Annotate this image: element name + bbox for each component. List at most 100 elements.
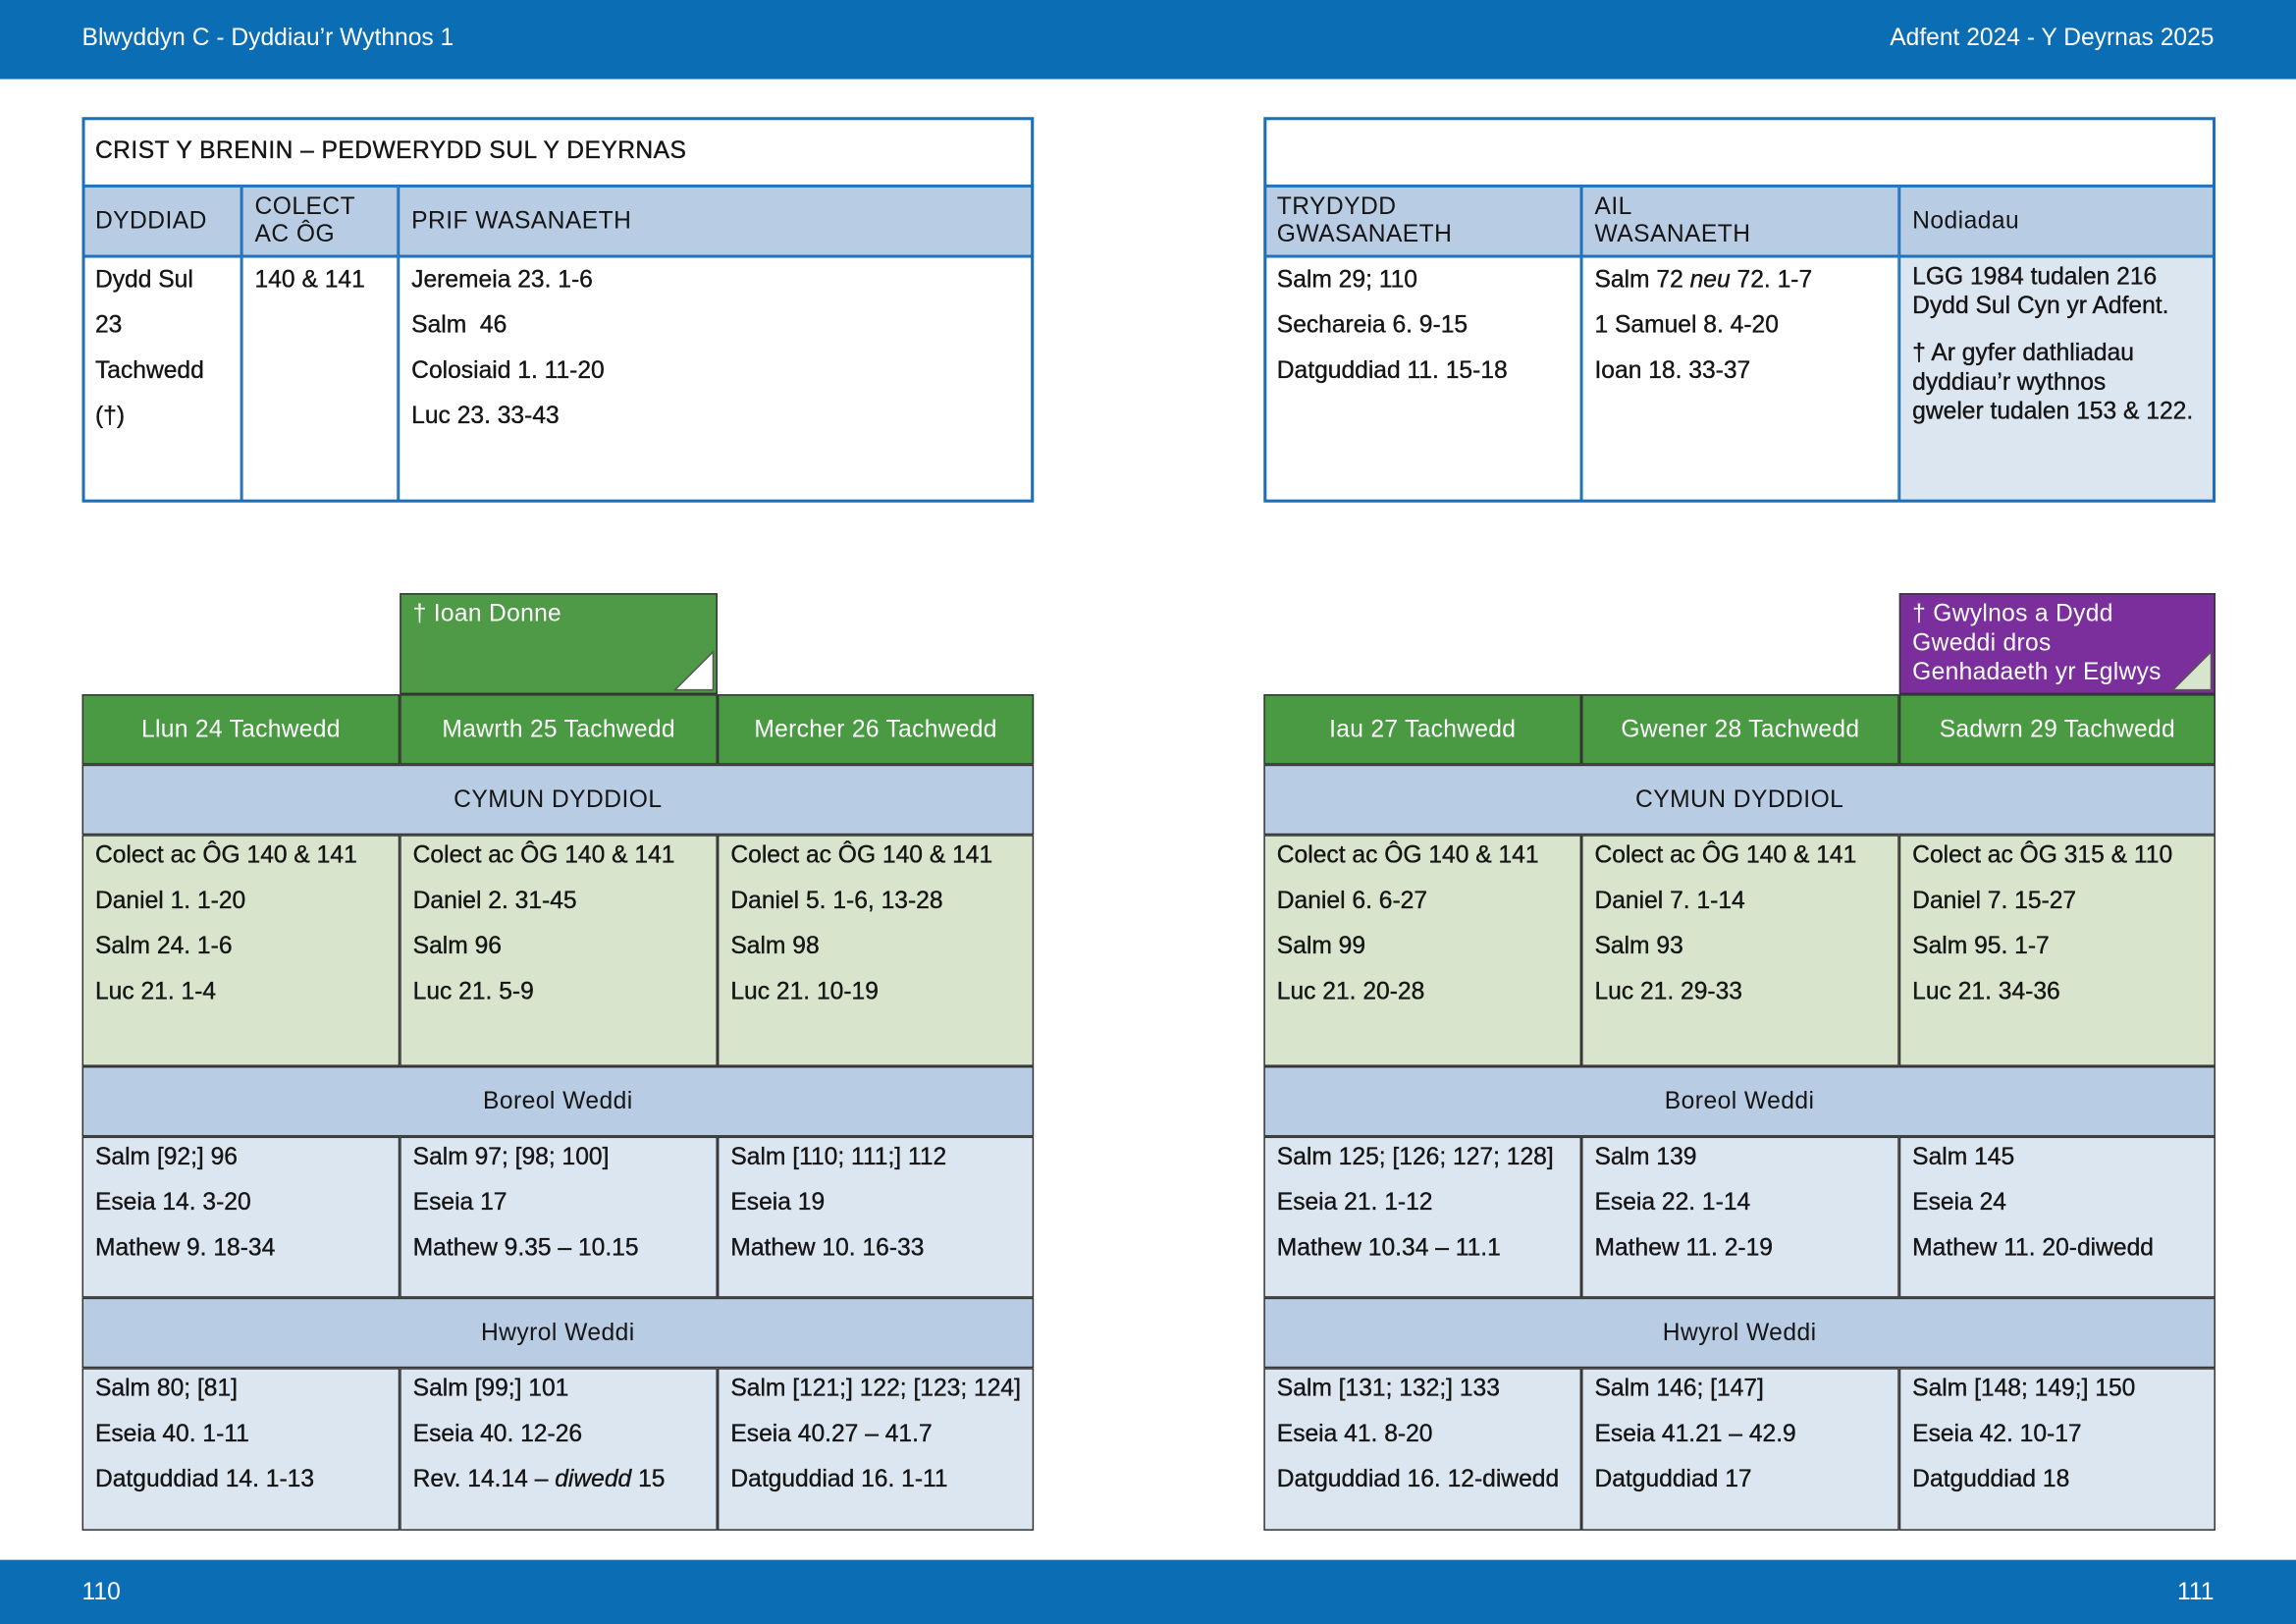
section-band: Boreol Weddi <box>81 1065 1035 1137</box>
reading-cell: Salm [99;] 101 Eseia 40. 12-26 Rev. 14.14 … <box>400 1368 718 1531</box>
reading-cell: Colect ac ÔG 140 & 141 Daniel 7. 1-14 Salm… <box>1581 835 1899 1066</box>
header-right: Adfent 2024 - Y Deyrnas 2025 <box>1890 25 2215 52</box>
text-line: Gweddi dros <box>1912 629 2052 657</box>
text-line: † Ioan Donne <box>412 600 562 627</box>
text-line: Luc 23. 33-43 <box>411 403 560 430</box>
text-line: Salm [131; 132;] 133 <box>1276 1375 1501 1402</box>
text-line: Salm [148; 149;] 150 <box>1912 1375 2136 1402</box>
note-paragraph: † Ar gyfer dathliadau dyddiau’r wythnos gw… <box>1912 339 2202 427</box>
text-line: Luc 21. 5-9 <box>412 978 534 1005</box>
day-header: Mawrth 25 Tachwedd <box>400 694 718 765</box>
reading-cell: Salm 146; [147] Eseia 41.21 – 42.9 Datgudd… <box>1581 1368 1899 1531</box>
day-header: Sadwrn 29 Tachwedd <box>1898 694 2216 765</box>
column-header: Nodiadau <box>1898 186 2216 257</box>
day-name: Gwener 28 Tachwedd <box>1621 715 1860 742</box>
column-header: TRYDYDD GWASANAETH <box>1263 186 1582 257</box>
text-segment: 72. 1-7 <box>1730 266 1813 294</box>
day-name: Mercher 26 Tachwedd <box>754 715 997 742</box>
reading-cell: Salm 145 Eseia 24 Mathew 11. 20-diwedd <box>1898 1136 2216 1298</box>
column-header: DYDDIAD <box>81 186 242 257</box>
text-line: Luc 21. 20-28 <box>1276 978 1425 1005</box>
text-line: Salm 145 <box>1912 1144 2015 1170</box>
reading-cell: Salm [121;] 122; [123; 124] Eseia 40.27 –… <box>717 1368 1035 1531</box>
text-segment: 15 <box>631 1466 666 1493</box>
day-header: Mercher 26 Tachwedd <box>717 694 1035 765</box>
day-name: Sadwrn 29 Tachwedd <box>1939 715 2175 742</box>
text-line: Eseia 22. 1-14 <box>1594 1189 1751 1217</box>
section-band: Boreol Weddi <box>1263 1065 2216 1137</box>
body-cell: LGG 1984 tudalen 216 Dydd Sul Cyn yr Adfe… <box>1898 256 2216 503</box>
text-line: gweler tudalen 153 & 122. <box>1912 398 2194 425</box>
text-segment: diwedd <box>555 1466 632 1493</box>
text-line: Eseia 40. 1-11 <box>94 1420 249 1447</box>
text-line: Salm 125; [126; 127; 128] <box>1276 1144 1554 1170</box>
title-cell: CRIST Y BRENIN – PEDWERYDD SUL Y DEYRNAS <box>81 117 1035 187</box>
text-line: Salm 96 <box>412 933 502 960</box>
text-line: Luc 21. 10-19 <box>730 978 879 1005</box>
section-title: Hwyrol Weddi <box>480 1319 635 1346</box>
title-cell <box>1263 117 2216 187</box>
text-line: DYDDIAD <box>94 207 207 234</box>
text-line: Mathew 10. 16-33 <box>730 1234 925 1262</box>
section-title: Hwyrol Weddi <box>1662 1319 1817 1346</box>
reading-cell: Salm [110; 111;] 112 Eseia 19 Mathew 10. 1… <box>717 1136 1035 1298</box>
text-line: Luc 21. 1-4 <box>94 978 217 1005</box>
text-line: Datguddiad 16. 1-11 <box>730 1466 948 1493</box>
text-line: WASANAETH <box>1594 221 1751 248</box>
text-line: Salm [110; 111;] 112 <box>730 1144 947 1170</box>
commemoration-tab: † Ioan Donne <box>400 593 718 695</box>
text-line: 140 & 141 <box>254 266 365 294</box>
text-line: Daniel 5. 1-6, 13-28 <box>730 887 943 914</box>
column-header: COLECT AC ÔG <box>241 186 399 257</box>
text-line: Ioan 18. 33-37 <box>1594 356 1751 384</box>
day-name: Iau 27 Tachwedd <box>1329 715 1517 742</box>
section-title: Boreol Weddi <box>482 1087 633 1114</box>
corner-fold <box>673 650 715 691</box>
day-name: Llun 24 Tachwedd <box>140 715 341 742</box>
text-line: Eseia 17 <box>412 1189 507 1217</box>
reading-cell: Salm 80; [81] Eseia 40. 1-11 Datguddiad 14… <box>81 1368 400 1531</box>
table-title: CRIST Y BRENIN – PEDWERYDD SUL Y DEYRNAS <box>94 137 687 165</box>
text-line: Colect ac ÔG 315 & 110 <box>1912 841 2173 869</box>
corner-triangle <box>673 650 715 691</box>
text-line: Rev. 14.14 – diwedd 15 <box>412 1457 717 1502</box>
column-header: PRIF WASANAETH <box>398 186 1035 257</box>
body-cell: Salm 72 neu 72. 1-7 1 Samuel 8. 4-20 Ioan … <box>1581 256 1899 503</box>
text-segment: neu <box>1689 266 1731 294</box>
body-cell: 140 & 141 <box>241 256 399 503</box>
body-cell: Salm 29; 110 Sechareia 6. 9-15 Datguddiad … <box>1263 256 1582 503</box>
text-line: Mathew 11. 20-diwedd <box>1912 1234 2155 1262</box>
text-line: Datguddiad 17 <box>1594 1466 1752 1493</box>
reading-cell: Colect ac ÔG 140 & 141 Daniel 1. 1-20 Salm… <box>81 835 400 1066</box>
text-line: Salm 95. 1-7 <box>1912 933 2050 960</box>
text-line: Eseia 24 <box>1912 1189 2006 1217</box>
text-line: Salm 99 <box>1276 933 1366 960</box>
text-line: AC ÔG <box>254 221 336 248</box>
text-line: Eseia 40. 12-26 <box>412 1420 583 1447</box>
text-line: Mathew 9.35 – 10.15 <box>412 1234 639 1262</box>
day-header: Llun 24 Tachwedd <box>81 694 400 765</box>
note-paragraph: LGG 1984 tudalen 216 Dydd Sul Cyn yr Adfe… <box>1912 262 2202 321</box>
text-line: Eseia 21. 1-12 <box>1276 1189 1433 1217</box>
text-line: Colect ac ÔG 140 & 141 <box>1276 841 1539 869</box>
footer-bar: 110 111 <box>0 1559 2296 1624</box>
text-line: Eseia 41. 8-20 <box>1276 1420 1433 1447</box>
text-line: LGG 1984 tudalen 216 <box>1912 263 2158 291</box>
text-line: Luc 21. 34-36 <box>1912 978 2060 1005</box>
text-line: Colect ac ÔG 140 & 141 <box>412 841 675 869</box>
text-line: Eseia 19 <box>730 1189 826 1217</box>
text-line: AIL <box>1594 192 1632 220</box>
text-line: Mathew 11. 2-19 <box>1594 1234 1773 1262</box>
text-line: Salm 46 <box>411 311 507 339</box>
text-line: Dydd Sul Cyn yr Adfent. <box>1912 293 2169 320</box>
corner-triangle <box>2171 650 2213 691</box>
commemoration-tab: † Gwylnos a Dydd Gweddi dros Genhadaeth yr… <box>1898 593 2216 695</box>
text-line: Salm 72 neu 72. 1-7 <box>1594 258 1886 303</box>
body-cell: Dydd Sul 23 Tachwedd (†) <box>81 256 242 503</box>
text-line: † Ar gyfer dathliadau <box>1912 340 2134 366</box>
text-line: Daniel 7. 15-27 <box>1912 887 2077 914</box>
text-line: 1 Samuel 8. 4-20 <box>1594 311 1779 339</box>
text-line: Datguddiad 16. 12-diwedd <box>1276 1466 1560 1493</box>
